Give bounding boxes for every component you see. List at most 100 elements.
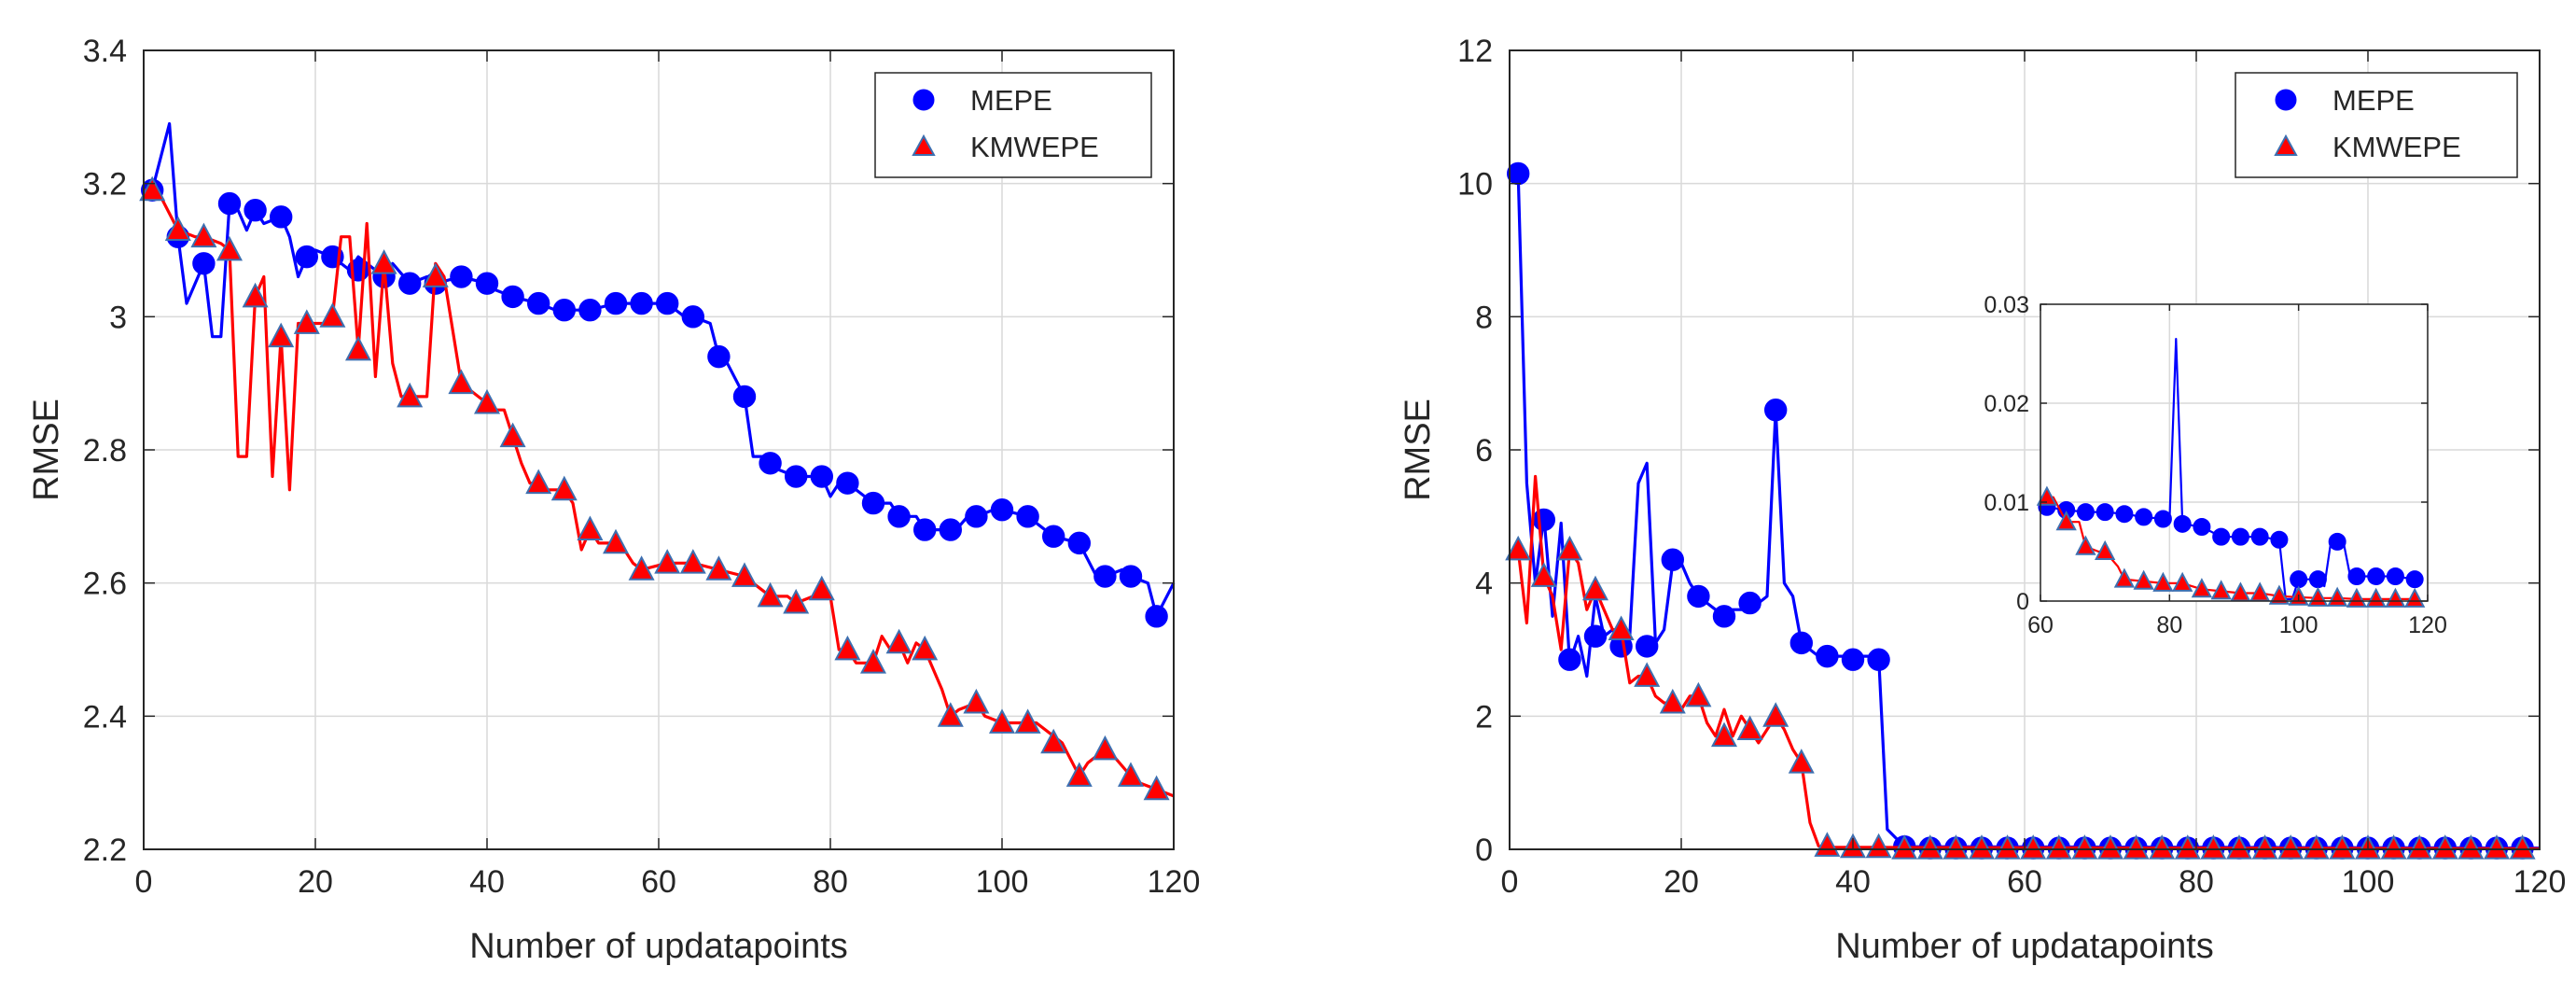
right-mepe-point bbox=[1841, 648, 1865, 671]
left-mepe-point bbox=[450, 265, 473, 288]
left-kmwepe-point bbox=[293, 309, 320, 334]
right-mepe-point bbox=[1636, 635, 1659, 658]
inset-kmwepe-point bbox=[2133, 569, 2154, 590]
inset-mepe-point bbox=[2308, 570, 2327, 589]
right-y-tick-label: 10 bbox=[1457, 167, 1493, 203]
left-y-tick-label: 3.4 bbox=[83, 34, 127, 69]
right-kmwepe-point bbox=[2329, 834, 2356, 860]
right-y-tick-label: 6 bbox=[1475, 433, 1493, 469]
right-x-tick-label: 40 bbox=[1835, 864, 1871, 900]
left-y-tick-label: 3 bbox=[109, 300, 127, 335]
left-kmwepe-point bbox=[1040, 728, 1067, 754]
left-kmwepe-point bbox=[1117, 762, 1145, 787]
left-mepe-point bbox=[732, 385, 757, 409]
right-kmwepe-point bbox=[1942, 834, 1970, 860]
right-mepe-point bbox=[1867, 648, 1890, 671]
left-legend-mepe-marker bbox=[912, 89, 935, 111]
left-kmwepe-point bbox=[422, 262, 449, 287]
inset-kmwepe-point bbox=[2055, 511, 2077, 531]
inset-mepe-point bbox=[2386, 567, 2404, 585]
right-inset-chart: 60 80 100 120 0 0.01 0.02 0.03 bbox=[1984, 292, 2447, 638]
left-mepe-point bbox=[836, 471, 859, 495]
right-kmwepe-point bbox=[2174, 834, 2201, 860]
inset-x-tick-label: 100 bbox=[2279, 612, 2318, 638]
left-kmwepe-point bbox=[988, 708, 1016, 734]
left-legend-kmwepe-marker bbox=[912, 133, 936, 156]
right-y-tick-label: 0 bbox=[1475, 833, 1493, 868]
right-kmwepe-point bbox=[2483, 834, 2511, 860]
left-kmwepe-point bbox=[525, 469, 552, 495]
left-series bbox=[139, 121, 1176, 801]
right-kmwepe-point bbox=[1762, 702, 1789, 727]
right-kmwepe-point bbox=[1685, 681, 1712, 707]
inset-mepe-point bbox=[2153, 510, 2172, 528]
right-x-axis-label: Number of updatapoints bbox=[1835, 927, 2214, 966]
right-kmwepe-point bbox=[2251, 834, 2278, 860]
left-mepe-point bbox=[887, 505, 911, 528]
left-x-tick-label: 20 bbox=[298, 864, 333, 900]
right-kmwepe-point bbox=[2071, 834, 2098, 860]
chart-rmse-left: 0 20 40 60 80 100 120 2.2 2.4 2.6 2.8 3 3.2 3.4 Numbe… bbox=[27, 34, 1200, 966]
right-kmwepe-point bbox=[1916, 834, 1943, 860]
left-mepe-point bbox=[1145, 605, 1168, 628]
left-mepe-point bbox=[913, 518, 937, 541]
inset-kmwepe-point bbox=[2113, 567, 2136, 588]
left-kmwepe-point bbox=[577, 515, 604, 540]
left-mepe-point bbox=[1067, 531, 1092, 555]
inset-mepe-point bbox=[2212, 527, 2231, 546]
left-y-axis-label: RMSE bbox=[27, 399, 66, 501]
right-y-tick-label: 4 bbox=[1475, 567, 1493, 602]
inset-kmwepe-point bbox=[2404, 587, 2426, 608]
right-x-tick-label: 100 bbox=[2342, 864, 2395, 900]
left-mepe-point bbox=[398, 272, 422, 295]
inset-kmwepe-point bbox=[2385, 587, 2406, 608]
right-kmwepe-point bbox=[1659, 688, 1686, 714]
left-mepe-point bbox=[1119, 565, 1143, 588]
right-legend-mepe-label: MEPE bbox=[2332, 84, 2415, 117]
left-kmwepe-point bbox=[164, 216, 191, 241]
left-x-tick-label: 40 bbox=[469, 864, 505, 900]
right-kmwepe-point bbox=[2149, 834, 2176, 860]
left-kmwepe-point bbox=[242, 282, 269, 308]
left-mepe-point bbox=[604, 291, 628, 315]
inset-mepe-point bbox=[2135, 508, 2153, 526]
left-kmwepe-point bbox=[1092, 735, 1119, 761]
left-kmwepe-point bbox=[1014, 708, 1041, 734]
right-kmwepe-point bbox=[2123, 834, 2150, 860]
left-y-tick-label: 2.4 bbox=[83, 699, 127, 735]
inset-kmwepe-point bbox=[2152, 571, 2174, 592]
inset-mepe-point bbox=[2231, 527, 2249, 546]
left-mepe-point bbox=[475, 272, 499, 295]
right-kmwepe-point bbox=[1968, 834, 1996, 860]
left-mepe-point bbox=[681, 305, 704, 329]
left-mepe-point bbox=[527, 291, 550, 315]
left-y-tick-label: 2.8 bbox=[83, 433, 127, 469]
inset-ticks: 60 80 100 120 0 0.01 0.02 0.03 bbox=[1984, 292, 2447, 638]
inset-mepe-point bbox=[2270, 530, 2289, 549]
inset-series bbox=[2036, 338, 2426, 608]
right-mepe-point bbox=[1738, 591, 1761, 615]
inset-kmwepe-point bbox=[2210, 580, 2232, 600]
left-kmwepe-point bbox=[1143, 775, 1170, 801]
right-kmwepe-point bbox=[2277, 834, 2304, 860]
left-kmwepe-point bbox=[834, 635, 861, 661]
left-mepe-point bbox=[1016, 505, 1039, 528]
inset-mepe-point bbox=[2076, 503, 2095, 522]
left-y-tick-label: 2.2 bbox=[83, 833, 127, 868]
right-x-tick-label: 80 bbox=[2179, 864, 2214, 900]
left-mepe-point bbox=[217, 191, 242, 216]
inset-kmwepe-point bbox=[2172, 571, 2193, 592]
inset-y-tick-label: 0.02 bbox=[1984, 391, 2029, 417]
right-kmwepe-point bbox=[2045, 834, 2072, 860]
right-kmwepe-point bbox=[1608, 615, 1635, 640]
left-mepe-point bbox=[990, 498, 1014, 522]
inset-y-tick-label: 0.03 bbox=[1984, 292, 2029, 318]
left-mepe-point bbox=[501, 285, 524, 309]
right-y-tick-label: 2 bbox=[1475, 699, 1493, 735]
right-kmwepe-point bbox=[2096, 834, 2124, 860]
inset-kmwepe-point bbox=[2191, 578, 2213, 598]
inset-kmwepe-point bbox=[2095, 539, 2116, 560]
left-mepe-point bbox=[192, 252, 216, 275]
right-kmwepe-point bbox=[1581, 575, 1609, 601]
left-kmwepe-point bbox=[859, 649, 887, 674]
